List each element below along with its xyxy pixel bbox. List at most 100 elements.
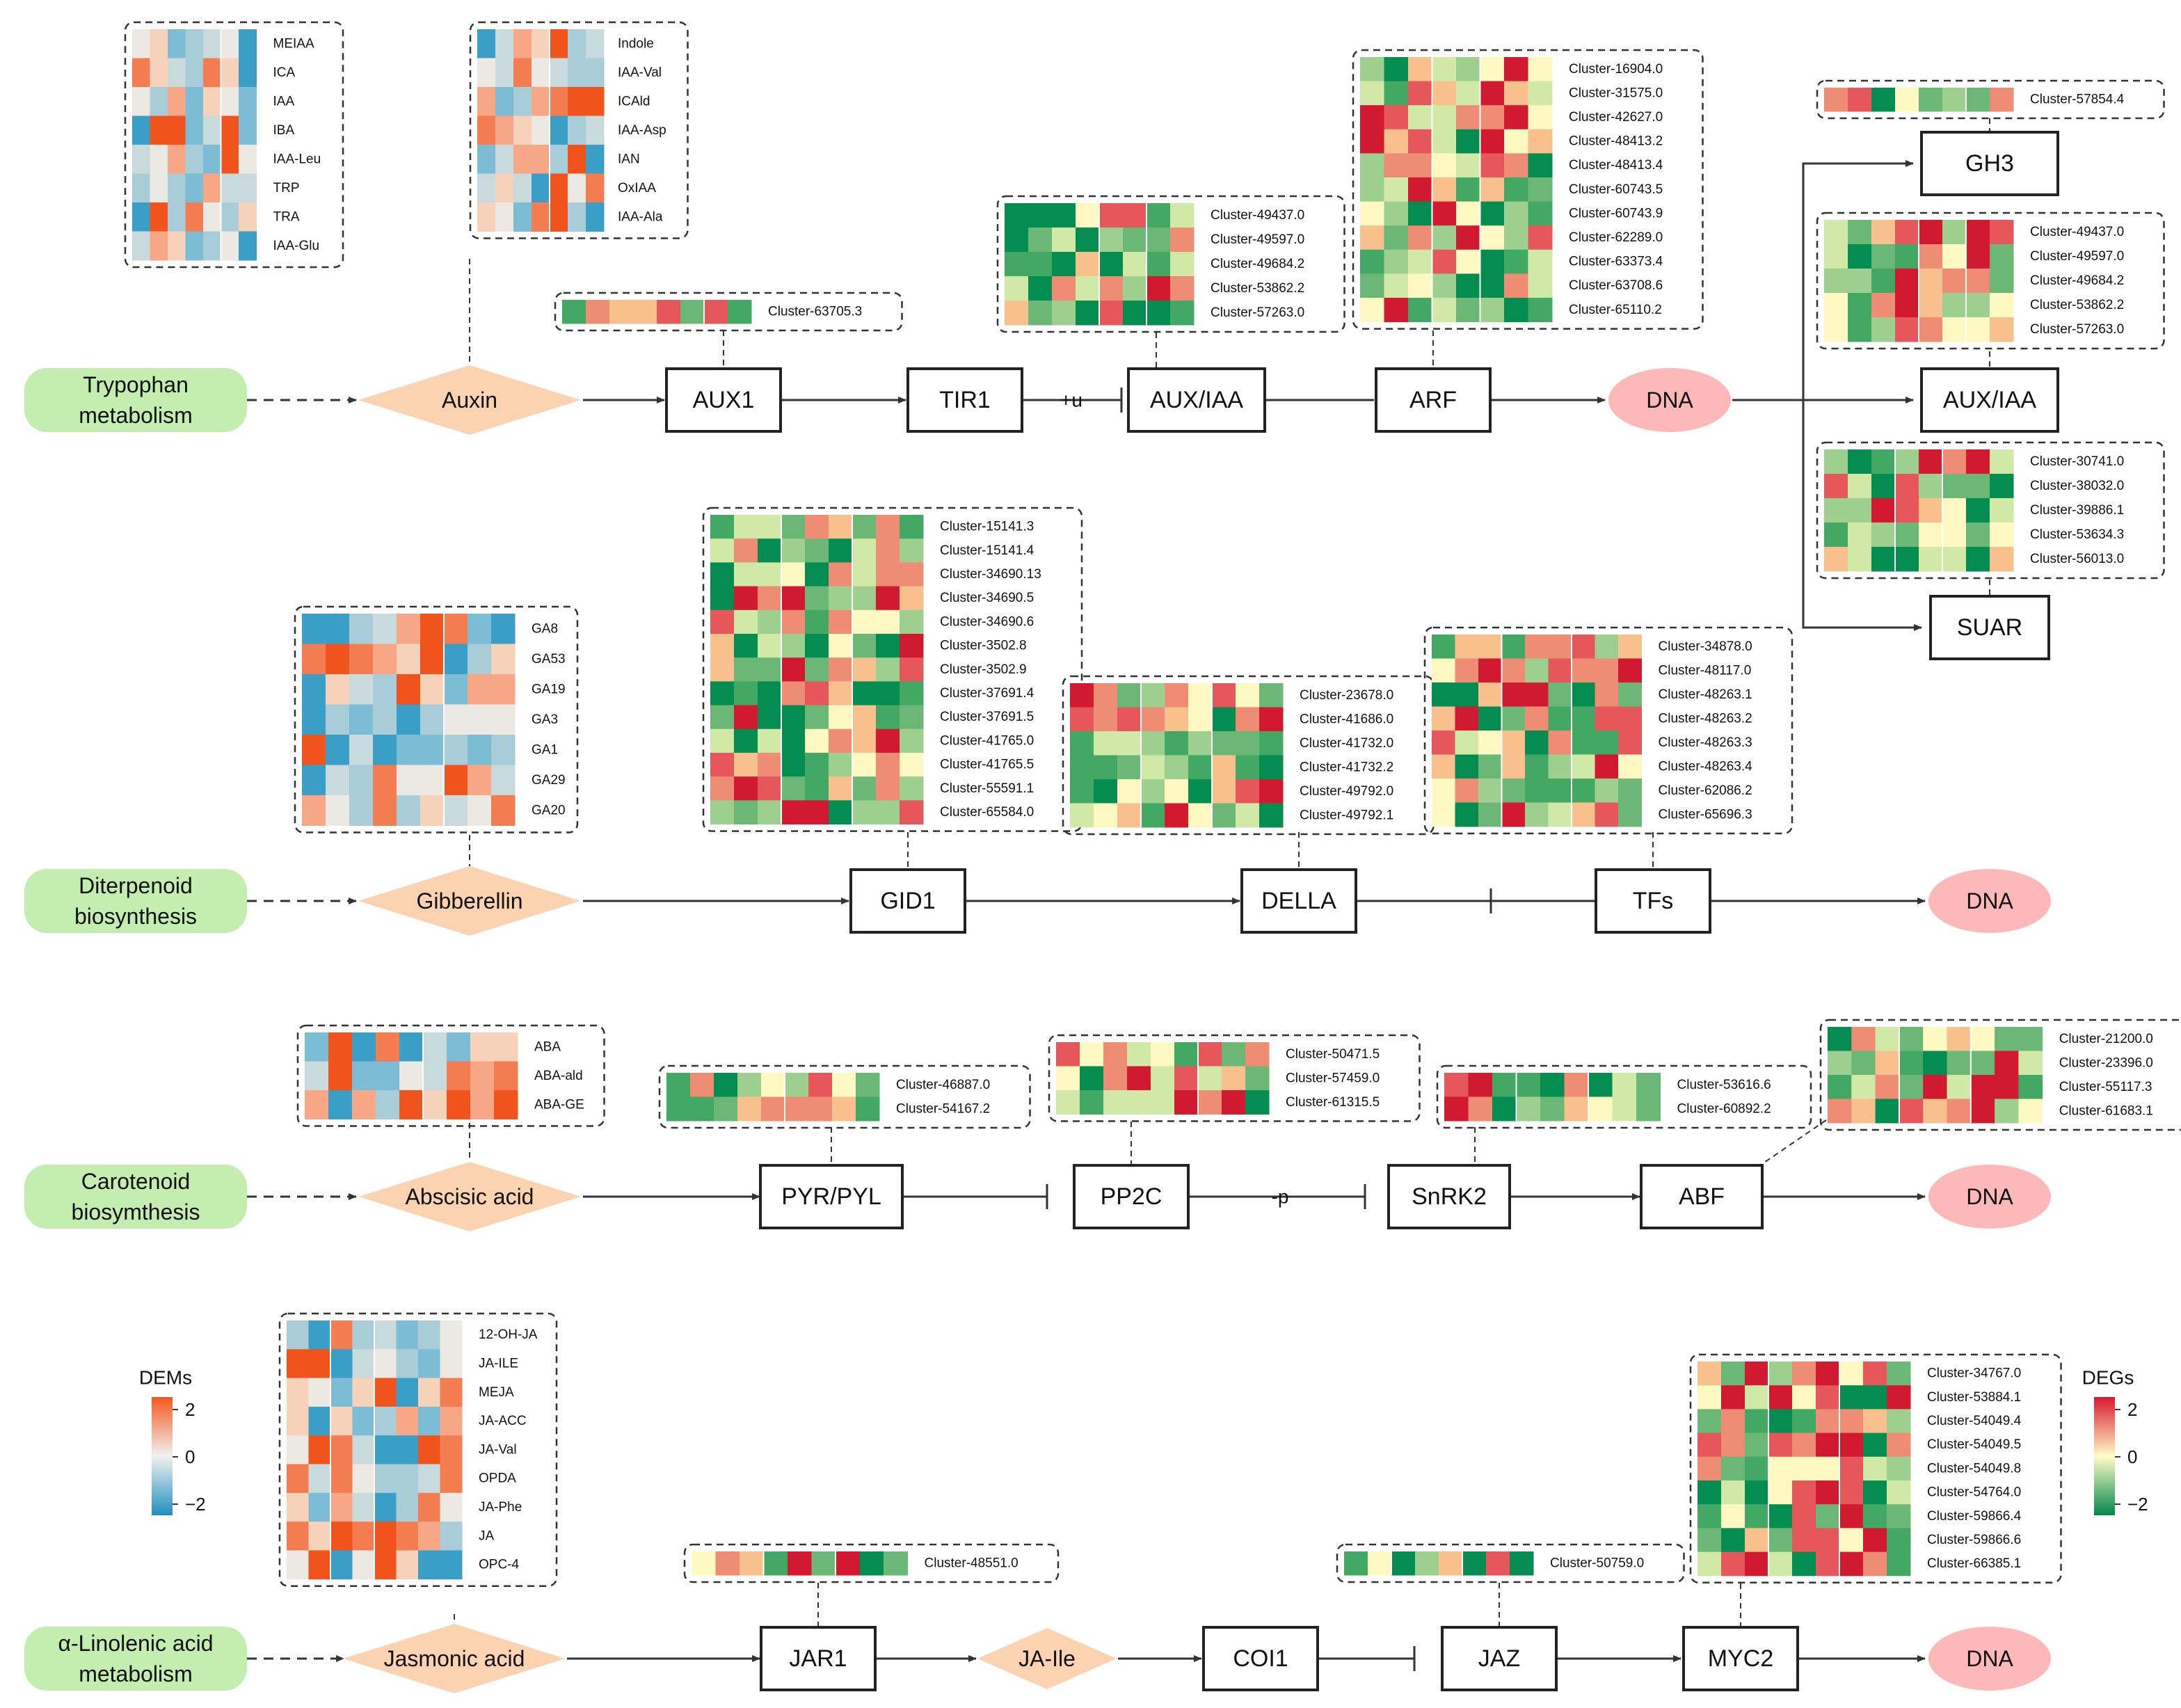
heatmap-cell: [1384, 298, 1409, 323]
heatmap-cell: [1384, 225, 1409, 250]
heatmap-cell: [1525, 754, 1549, 779]
legend-tick-label: 2: [185, 1399, 195, 1420]
heatmap-cell: [132, 145, 150, 174]
heatmap-cell: [586, 87, 605, 116]
heatmap-cell: [168, 115, 186, 145]
heatmap-row-label: Cluster-46887.0: [896, 1078, 990, 1092]
link-label: +u: [1060, 390, 1082, 411]
heatmap-cell: [150, 58, 168, 88]
heatmap-cell: [1768, 1362, 1793, 1386]
legend-gradient: [2094, 1397, 2115, 1515]
heatmap-cell: [1990, 522, 2014, 548]
heatmap-frame: [1436, 1064, 1812, 1129]
gene-node-jar1: JAR1: [760, 1626, 877, 1691]
heatmap-cell: [1384, 129, 1409, 154]
heatmap-cell: [1816, 1480, 1840, 1505]
heatmap-cell: [1887, 1528, 1911, 1553]
heatmap-cell: [132, 87, 150, 116]
heatmap-cell: [423, 1090, 447, 1119]
heatmap-row-label: Cluster-41686.0: [1300, 712, 1393, 726]
heatmap-cell: [876, 562, 900, 587]
heatmap-cell: [1259, 683, 1284, 708]
heatmap-cell: [1222, 1066, 1246, 1091]
heatmap-cell: [1863, 1432, 1887, 1458]
heatmap-frame: [124, 21, 344, 269]
heatmap-cell: [781, 753, 806, 777]
heatmap-cell: [1170, 228, 1195, 253]
heatmap-cell: [710, 753, 735, 777]
heatmap-cell: [1970, 1027, 1995, 1051]
heatmap-cell: [1595, 731, 1619, 755]
gene-label: PP2C: [1101, 1183, 1163, 1210]
heatmap-cell: [1966, 474, 1990, 499]
heatmap-row-label: Cluster-53862.2: [2030, 298, 2124, 312]
heatmap-cell: [852, 800, 877, 825]
heatmap-cell: [876, 728, 900, 753]
gene-node-jaz: JAZ: [1441, 1626, 1558, 1691]
heatmap-cell: [1525, 802, 1549, 827]
heatmap-cell: [1117, 803, 1142, 828]
heatmap-row-label: Cluster-48263.1: [1659, 687, 1752, 702]
heatmap-cell: [1478, 683, 1502, 707]
heatmap-cell: [781, 681, 806, 706]
heatmap-cell: [568, 202, 586, 232]
heatmap-cell: [1127, 1042, 1151, 1067]
heatmap-cell: [352, 1349, 375, 1379]
heatmap-cell: [1995, 1099, 2019, 1124]
heatmap-cell: [1076, 301, 1100, 326]
heatmap-cell: [714, 1073, 738, 1097]
heatmap-cell: [495, 58, 514, 88]
heatmap-cell: [513, 145, 532, 174]
heatmap-cell: [491, 614, 516, 644]
heatmap-cell: [1745, 1480, 1769, 1505]
heatmap-cell: [1895, 88, 1919, 112]
heatmap-cell: [1990, 317, 2014, 342]
heatmap-cell: [1745, 1432, 1769, 1458]
heatmap-cell: [1408, 249, 1432, 274]
heatmap-cell: [1492, 1096, 1517, 1122]
heatmap-row-label: ABA: [534, 1039, 561, 1054]
heatmap-cell: [1572, 658, 1595, 683]
heatmap-cell: [781, 728, 806, 753]
heatmap-cell: [305, 1090, 329, 1119]
heatmap-cell: [829, 515, 853, 539]
heatmap-cell: [1028, 252, 1053, 277]
heatmap-cell: [550, 87, 568, 116]
source-pill: [24, 869, 247, 933]
heatmap-cell: [856, 1073, 880, 1097]
heatmap-row-label: TRP: [273, 181, 300, 195]
heatmap-cell: [1572, 754, 1595, 779]
heatmap-cell: [1572, 802, 1595, 827]
heatmap-cell: [168, 58, 186, 88]
heatmap-cell: [1923, 1099, 1947, 1124]
heatmap-cell: [1595, 754, 1619, 779]
heatmap-cell: [805, 538, 829, 563]
heatmap-cell: [1076, 228, 1100, 253]
heatmap-cell: [1863, 1385, 1887, 1410]
heatmap-cell: [811, 1551, 836, 1576]
heatmap-cell: [781, 657, 806, 682]
dna-ellipse: [1928, 1165, 2051, 1229]
heatmap-cell: [805, 515, 829, 539]
heatmap-cell: [1080, 1090, 1104, 1115]
heatmap-cell: [185, 145, 204, 174]
heatmap-cell: [1486, 1551, 1510, 1576]
heatmap-cell: [1188, 707, 1213, 732]
heatmap-cell: [1528, 57, 1553, 82]
heatmap-cell: [1141, 683, 1165, 708]
heatmap-cell: [1501, 706, 1526, 731]
heatmap-cell: [710, 586, 735, 611]
heatmap-cell: [287, 1320, 309, 1350]
heatmap-cell: [494, 1032, 518, 1062]
heatmap-cell: [1839, 1528, 1864, 1553]
heatmap-cell: [1222, 1042, 1246, 1067]
heatmap-cell: [758, 586, 782, 611]
heatmap-cell: [1548, 802, 1572, 827]
heatmap-row-label: Cluster-39886.1: [2030, 503, 2124, 518]
heatmap-cell: [477, 145, 496, 174]
heatmap-cell: [397, 614, 421, 644]
heatmap-cell: [302, 704, 326, 735]
heatmap-cell: [1141, 731, 1165, 756]
heatmap-cell: [396, 1320, 419, 1350]
heatmap-cell: [1165, 779, 1189, 804]
